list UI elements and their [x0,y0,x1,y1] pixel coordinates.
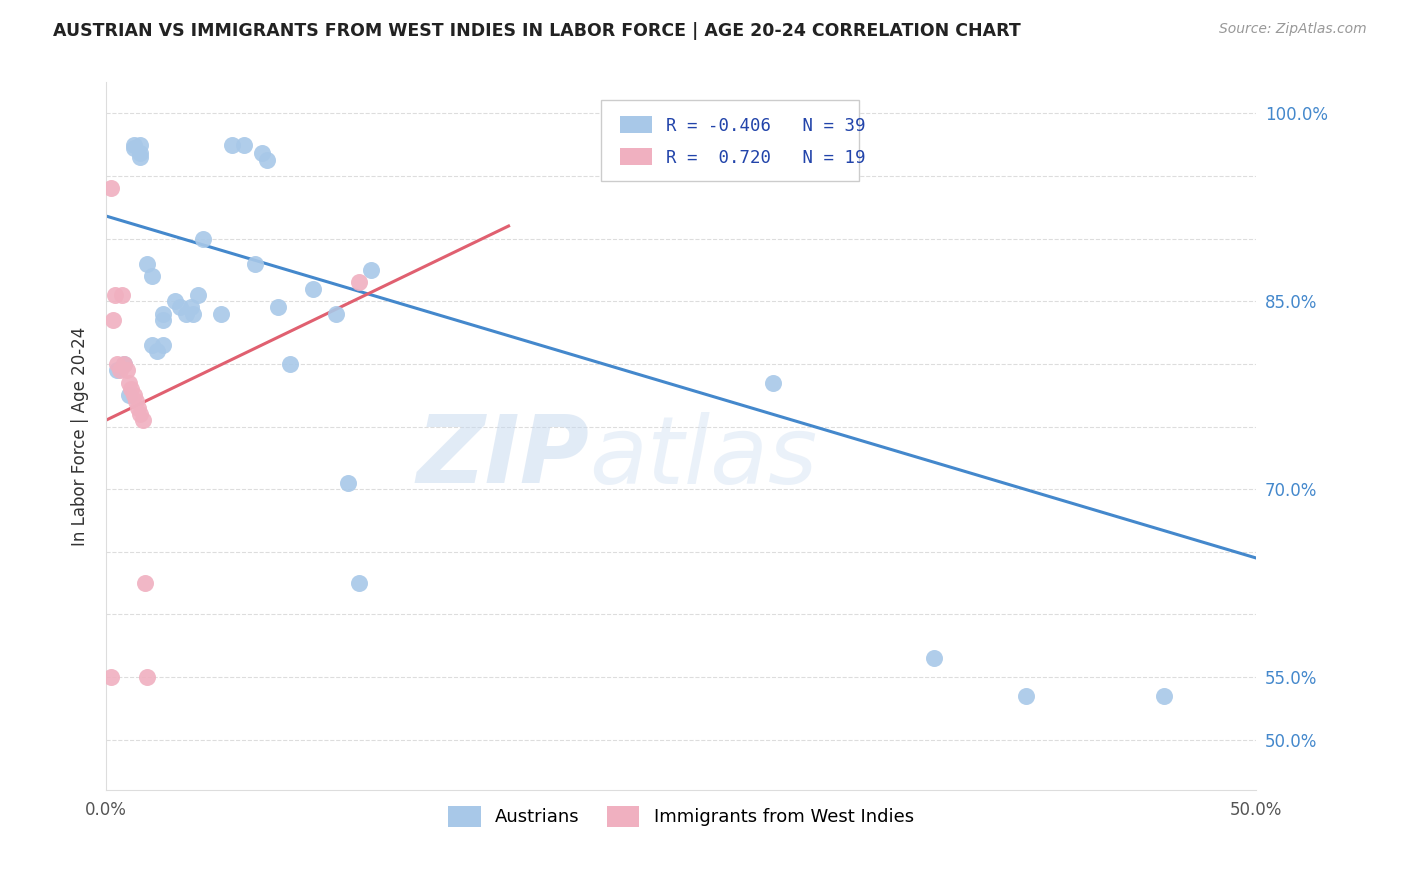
Point [107,363,129,377]
Point [100,670,122,684]
Point [141,269,163,284]
Y-axis label: In Labor Force | Age 20-24: In Labor Force | Age 20-24 [72,326,89,546]
Point [169,301,191,315]
Point [360,263,382,277]
Point [278,357,301,371]
Point [233,137,256,152]
Point [152,307,174,321]
Point [141,338,163,352]
FancyBboxPatch shape [600,100,859,181]
Point [122,141,145,155]
Point [152,313,174,327]
Point [101,313,124,327]
Point [129,150,152,164]
Point [209,307,232,321]
Point [347,576,370,591]
Point [136,257,159,271]
Point [1015,689,1038,703]
Point [118,388,141,402]
Point [267,301,290,315]
Point [125,394,148,409]
Point [129,137,152,152]
Bar [620,148,652,165]
Point [104,288,127,302]
Point [180,301,202,315]
Legend: Austrians, Immigrants from West Indies: Austrians, Immigrants from West Indies [441,798,921,834]
Point [302,282,325,296]
Text: Source: ZipAtlas.com: Source: ZipAtlas.com [1219,22,1367,37]
Text: atlas: atlas [589,411,817,503]
Point [145,344,167,359]
Point [115,363,138,377]
Point [762,376,785,390]
Point [127,401,149,415]
Point [245,257,267,271]
Point [122,388,145,402]
Point [120,382,142,396]
Point [122,137,145,152]
Point [176,307,198,321]
Point [108,363,131,377]
Point [112,357,135,371]
Point [922,651,945,665]
Text: AUSTRIAN VS IMMIGRANTS FROM WEST INDIES IN LABOR FORCE | AGE 20-24 CORRELATION C: AUSTRIAN VS IMMIGRANTS FROM WEST INDIES … [53,22,1021,40]
Point [136,670,159,684]
Point [129,146,152,161]
Point [112,357,135,371]
Text: R =  0.720   N = 19: R = 0.720 N = 19 [666,149,866,167]
Point [163,294,186,309]
Point [129,407,152,421]
Point [1153,689,1175,703]
Point [134,576,156,591]
Point [183,307,205,321]
Text: R = -0.406   N = 39: R = -0.406 N = 39 [666,117,866,135]
Point [336,475,359,490]
Point [187,288,209,302]
Point [221,137,243,152]
Point [118,376,141,390]
Point [252,146,274,161]
Bar [620,116,652,133]
Point [132,413,155,427]
Point [100,181,122,195]
Point [347,276,370,290]
Point [152,338,174,352]
Point [256,153,278,167]
Text: ZIP: ZIP [416,411,589,503]
Point [191,231,214,245]
Point [325,307,347,321]
Point [107,357,129,371]
Point [111,288,134,302]
